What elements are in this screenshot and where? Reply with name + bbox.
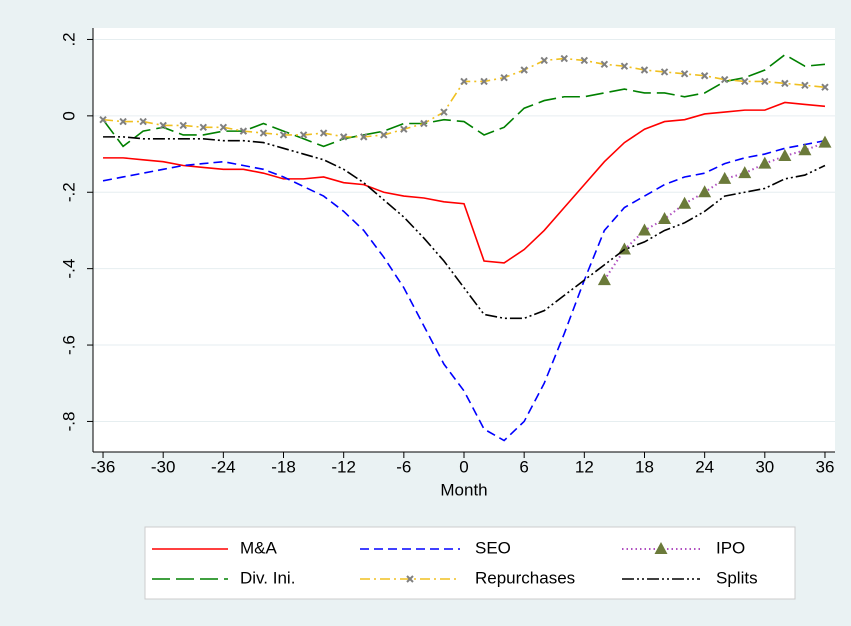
x-axis-label: Month — [440, 480, 487, 499]
marker — [239, 127, 248, 135]
marker — [380, 131, 388, 139]
legend-label: M&A — [240, 538, 278, 557]
x-tick-label: 24 — [695, 457, 714, 476]
marker — [761, 77, 769, 86]
x-tick-label: -30 — [151, 457, 176, 476]
marker — [139, 117, 147, 126]
marker — [119, 117, 127, 126]
marker — [637, 223, 651, 236]
marker — [259, 129, 268, 137]
marker — [540, 56, 548, 65]
x-tick-label: 0 — [459, 457, 468, 476]
marker — [658, 211, 672, 224]
y-tick-label: -.4 — [59, 259, 78, 279]
legend-label: Splits — [716, 568, 758, 587]
plot-area — [93, 28, 835, 452]
marker — [640, 66, 649, 74]
y-tick-label: -.6 — [59, 335, 78, 355]
y-tick-label: -.8 — [59, 412, 78, 432]
marker — [778, 148, 792, 161]
marker — [758, 156, 772, 169]
marker — [654, 542, 668, 554]
marker — [440, 108, 448, 116]
x-tick-label: -6 — [396, 457, 411, 476]
marker — [179, 121, 187, 130]
x-tick-label: -24 — [211, 457, 236, 476]
marker — [406, 575, 414, 583]
marker — [480, 77, 488, 86]
legend-box — [144, 526, 796, 600]
marker — [700, 72, 709, 80]
marker — [798, 143, 812, 156]
marker — [420, 119, 428, 128]
marker — [678, 196, 692, 209]
legend-label: Div. Ini. — [240, 568, 295, 587]
marker — [818, 135, 832, 148]
marker — [99, 115, 107, 124]
marker — [620, 62, 629, 70]
marker — [698, 185, 712, 198]
y-tick-label: 0 — [59, 111, 78, 120]
x-tick-label: -36 — [91, 457, 116, 476]
marker — [580, 56, 589, 65]
marker — [199, 123, 208, 132]
marker — [460, 77, 468, 86]
marker — [597, 273, 611, 286]
x-tick-label: 30 — [755, 457, 774, 476]
x-tick-label: 12 — [575, 457, 594, 476]
marker — [500, 73, 508, 82]
marker — [720, 75, 729, 84]
marker — [801, 81, 809, 90]
marker — [319, 129, 328, 137]
series-line — [102, 53, 826, 148]
marker — [560, 54, 568, 63]
y-tick-label: -.2 — [59, 182, 78, 202]
marker — [299, 131, 308, 139]
marker — [339, 133, 348, 141]
series-line — [103, 136, 826, 320]
marker — [738, 166, 752, 179]
marker — [360, 133, 368, 141]
marker — [680, 70, 689, 78]
y-tick-label: .2 — [59, 32, 78, 46]
x-tick-label: -18 — [271, 457, 296, 476]
marker — [600, 60, 609, 68]
x-tick-label: -12 — [331, 457, 356, 476]
x-tick-label: 18 — [635, 457, 654, 476]
legend-label: SEO — [475, 538, 511, 557]
x-tick-label: 36 — [816, 457, 835, 476]
marker — [400, 125, 408, 133]
legend-label: IPO — [716, 538, 745, 557]
marker — [219, 123, 228, 132]
marker — [279, 131, 288, 139]
x-tick-label: 6 — [519, 457, 528, 476]
marker — [520, 66, 528, 74]
legend-label: Repurchases — [475, 568, 575, 587]
marker — [821, 83, 829, 91]
marker — [741, 77, 749, 86]
marker — [660, 68, 669, 76]
series-line — [103, 101, 826, 264]
marker — [718, 171, 732, 184]
marker — [159, 121, 167, 130]
marker — [781, 79, 789, 88]
